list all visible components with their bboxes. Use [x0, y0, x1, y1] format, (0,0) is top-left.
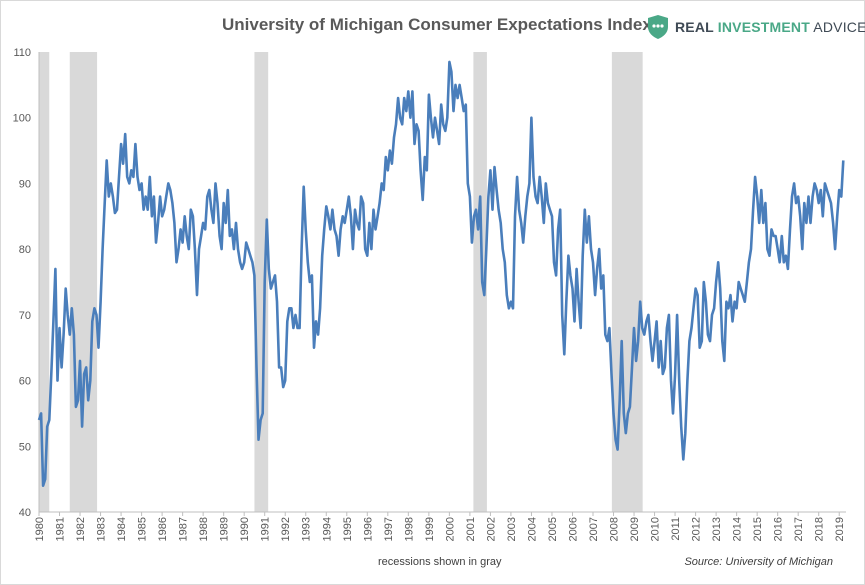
x-tick-label-2018: 2018 [814, 517, 826, 541]
brand-word-2: INVESTMENT [717, 19, 810, 35]
x-tick-label-1987: 1987 [178, 517, 190, 541]
y-tick-label-80: 80 [19, 244, 31, 256]
x-tick-label-1985: 1985 [137, 517, 149, 541]
x-tick-label-1993: 1993 [301, 517, 313, 541]
x-tick-label-1990: 1990 [239, 517, 251, 541]
x-tick-label-1995: 1995 [342, 517, 354, 541]
x-tick-label-2019: 2019 [834, 517, 846, 541]
x-tick-label-1986: 1986 [157, 517, 169, 541]
x-tick-label-2013: 2013 [711, 517, 723, 541]
x-tick-label-2002: 2002 [485, 517, 497, 541]
y-tick-label-90: 90 [19, 178, 31, 190]
x-tick-label-1982: 1982 [75, 517, 87, 541]
series-line-0 [37, 60, 845, 487]
x-tick-label-2005: 2005 [547, 517, 559, 541]
brand-word-3: ADVICE [809, 19, 865, 35]
recession-band-2 [254, 52, 269, 512]
recession-band-3 [473, 52, 487, 512]
x-tick-label-1998: 1998 [403, 517, 415, 541]
x-tick-label-2009: 2009 [629, 517, 641, 541]
x-tick-label-2012: 2012 [691, 517, 703, 541]
x-tick-label-1980: 1980 [34, 517, 46, 541]
x-tick-label-2017: 2017 [793, 517, 805, 541]
x-tick-label-1997: 1997 [383, 517, 395, 541]
x-tick-label-2008: 2008 [609, 517, 621, 541]
brand-logo: REAL INVESTMENT ADVICE [647, 14, 865, 40]
brand-name: REAL INVESTMENT ADVICE [675, 19, 865, 35]
recession-note: recessions shown in gray [378, 556, 502, 568]
x-tick-label-1981: 1981 [55, 517, 67, 541]
x-tick-label-2016: 2016 [773, 517, 785, 541]
x-tick-label-1983: 1983 [96, 517, 108, 541]
x-tick-label-1999: 1999 [424, 517, 436, 541]
x-tick-label-1991: 1991 [260, 517, 272, 541]
x-tick-label-1984: 1984 [116, 517, 128, 541]
x-tick-label-2003: 2003 [506, 517, 518, 541]
y-tick-label-100: 100 [13, 113, 31, 125]
x-tick-label-2007: 2007 [588, 517, 600, 541]
x-tick-label-2000: 2000 [444, 517, 456, 541]
x-tick-label-2011: 2011 [670, 517, 682, 541]
x-tick-label-2001: 2001 [465, 517, 477, 541]
x-tick-label-1988: 1988 [198, 517, 210, 541]
y-tick-label-110: 110 [13, 47, 31, 59]
source-note: Source: University of Michigan [684, 556, 833, 568]
y-tick-label-50: 50 [19, 441, 31, 453]
recession-band-1 [69, 52, 98, 512]
x-tick-label-1996: 1996 [362, 517, 374, 541]
y-tick-label-40: 40 [19, 507, 31, 519]
x-tick-label-2014: 2014 [732, 517, 744, 541]
chart-title: University of Michigan Consumer Expectat… [222, 15, 652, 34]
x-tick-label-1989: 1989 [219, 517, 231, 541]
x-tick-label-2010: 2010 [650, 517, 662, 541]
x-tick-label-2004: 2004 [526, 517, 538, 541]
y-tick-label-60: 60 [19, 376, 31, 388]
shield-dots-icon [648, 15, 668, 39]
x-tick-label-2006: 2006 [567, 517, 579, 541]
y-tick-label-70: 70 [19, 310, 31, 322]
brand-word-1: REAL [675, 19, 718, 35]
x-tick-label-1992: 1992 [280, 517, 292, 541]
x-tick-label-1994: 1994 [321, 517, 333, 541]
recession-band-0 [39, 52, 50, 512]
x-tick-label-2015: 2015 [752, 517, 764, 541]
